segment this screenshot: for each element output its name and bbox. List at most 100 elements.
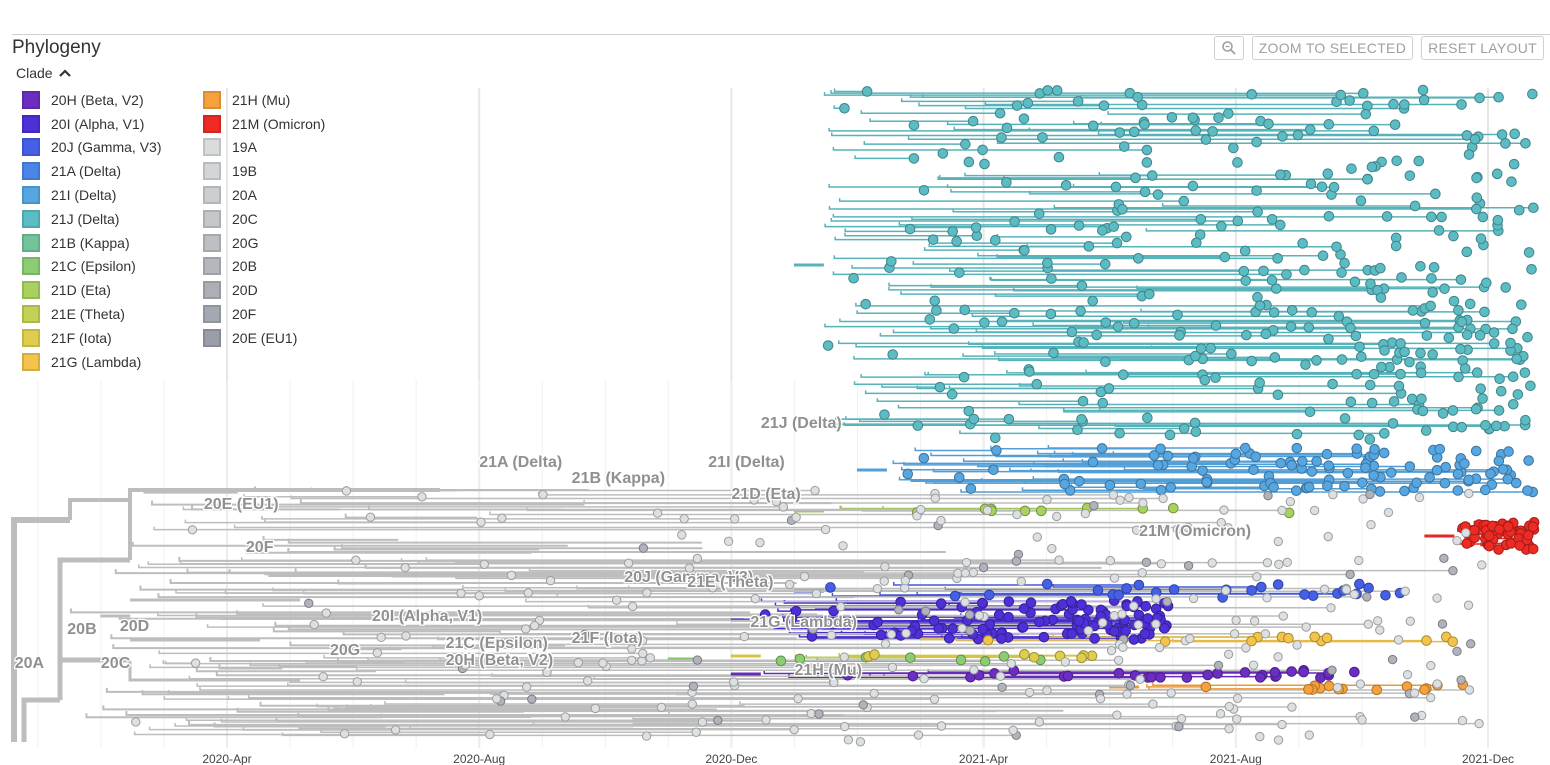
tip-node[interactable] (1159, 622, 1170, 634)
tip-node[interactable] (583, 676, 593, 686)
tip-node[interactable] (521, 624, 531, 634)
tip-node[interactable] (538, 489, 548, 500)
tip-node[interactable] (1311, 355, 1322, 366)
tip-node[interactable] (1321, 632, 1333, 644)
tip-node[interactable] (1263, 118, 1274, 130)
tip-node[interactable] (1341, 584, 1352, 595)
tip-node[interactable] (1461, 329, 1473, 341)
tip-node[interactable] (351, 555, 361, 565)
tip-node[interactable] (1076, 414, 1087, 425)
tip-node[interactable] (1323, 119, 1335, 130)
tip-node[interactable] (190, 658, 201, 668)
tip-node[interactable] (1437, 408, 1449, 419)
tip-node[interactable] (1437, 619, 1448, 629)
tip-node[interactable] (1277, 719, 1287, 730)
legend-item[interactable]: 20B (203, 255, 363, 279)
tip-node[interactable] (376, 632, 386, 643)
tip-node[interactable] (1197, 465, 1208, 476)
tip-node[interactable] (1483, 540, 1495, 552)
tip-node[interactable] (1078, 337, 1089, 348)
tip-node[interactable] (1099, 258, 1111, 270)
tip-node[interactable] (638, 648, 648, 659)
tip-node[interactable] (1255, 581, 1267, 593)
tip-node[interactable] (1285, 321, 1297, 332)
tip-node[interactable] (1479, 306, 1490, 318)
tip-node[interactable] (1368, 368, 1380, 380)
tip-node[interactable] (1507, 323, 1518, 335)
tip-node[interactable] (1492, 214, 1504, 226)
tip-node[interactable] (1053, 151, 1065, 163)
tip-node[interactable] (907, 670, 919, 682)
tip-node[interactable] (989, 432, 1001, 444)
tip-node[interactable] (988, 464, 999, 476)
tip-node[interactable] (960, 568, 971, 578)
tip-node[interactable] (1405, 616, 1416, 626)
tip-node[interactable] (1231, 615, 1241, 626)
tip-node[interactable] (1306, 306, 1318, 318)
tip-node[interactable] (1323, 460, 1335, 471)
tip-node[interactable] (1331, 241, 1342, 253)
tip-node[interactable] (309, 619, 319, 630)
tip-node[interactable] (1323, 531, 1333, 542)
tip-node[interactable] (1060, 179, 1072, 191)
tip-node[interactable] (1210, 372, 1221, 384)
tip-node[interactable] (1327, 665, 1337, 675)
tip-node[interactable] (1155, 672, 1166, 683)
tip-node[interactable] (1395, 338, 1406, 349)
tip-node[interactable] (1167, 502, 1179, 514)
tip-node[interactable] (1491, 168, 1503, 180)
tip-node[interactable] (1201, 476, 1213, 488)
tip-node[interactable] (1286, 460, 1298, 471)
tip-node[interactable] (1076, 280, 1088, 291)
tip-node[interactable] (713, 715, 723, 726)
tip-node[interactable] (1098, 100, 1110, 111)
tip-node[interactable] (1178, 195, 1190, 207)
tip-node[interactable] (1254, 377, 1265, 389)
tip-node[interactable] (1383, 507, 1394, 518)
tip-node[interactable] (1162, 596, 1172, 607)
tip-node[interactable] (970, 222, 982, 233)
tip-node[interactable] (1510, 477, 1522, 489)
tip-node[interactable] (1447, 636, 1459, 647)
tip-node[interactable] (1165, 482, 1177, 493)
tip-node[interactable] (1453, 305, 1464, 316)
tip-node[interactable] (1305, 178, 1317, 190)
tip-node[interactable] (1260, 629, 1271, 639)
tip-node[interactable] (545, 576, 556, 586)
tip-node[interactable] (1404, 356, 1415, 368)
tip-node[interactable] (1140, 601, 1152, 612)
tip-node[interactable] (1266, 274, 1278, 286)
tip-node[interactable] (1345, 322, 1356, 334)
tip-node[interactable] (761, 715, 771, 725)
tip-node[interactable] (826, 630, 837, 640)
tip-node[interactable] (1323, 210, 1335, 222)
tip-node[interactable] (1452, 646, 1462, 657)
tip-node[interactable] (794, 653, 806, 665)
tip-node[interactable] (1488, 338, 1500, 349)
tip-node[interactable] (1151, 594, 1161, 604)
tip-node[interactable] (902, 468, 914, 480)
tip-node[interactable] (1191, 237, 1202, 249)
tip-node[interactable] (1304, 730, 1315, 740)
tip-node[interactable] (1419, 317, 1431, 329)
tip-node[interactable] (590, 703, 601, 714)
tip-node[interactable] (928, 615, 940, 627)
tip-node[interactable] (1432, 593, 1442, 603)
tip-node[interactable] (996, 132, 1007, 143)
tip-node[interactable] (1413, 155, 1425, 167)
tip-node[interactable] (880, 562, 890, 572)
tip-node[interactable] (1483, 530, 1495, 542)
tip-node[interactable] (1083, 626, 1094, 636)
tip-node[interactable] (1349, 276, 1361, 288)
tip-node[interactable] (691, 727, 701, 737)
tip-node[interactable] (1434, 443, 1446, 455)
tip-node[interactable] (913, 730, 924, 740)
legend-item[interactable]: 21J (Delta) (22, 207, 203, 231)
tip-node[interactable] (1089, 633, 1100, 644)
tip-node[interactable] (1456, 421, 1468, 433)
tip-node[interactable] (784, 579, 795, 590)
tip-node[interactable] (1263, 490, 1273, 501)
tip-node[interactable] (1471, 203, 1482, 215)
tip-node[interactable] (372, 648, 383, 658)
tip-node[interactable] (814, 709, 824, 719)
